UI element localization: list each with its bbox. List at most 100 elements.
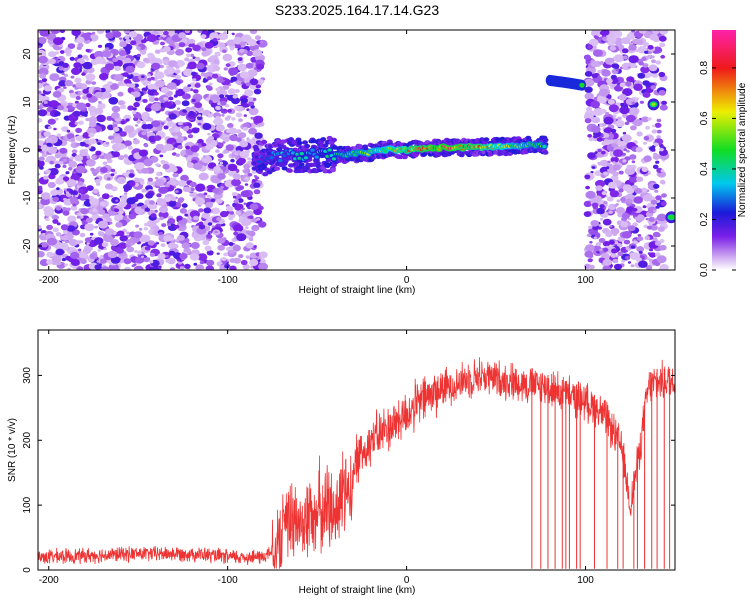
noise-blob — [89, 198, 99, 206]
noise-blob — [591, 166, 596, 169]
noise-blob — [596, 95, 607, 104]
noise-blob — [596, 207, 605, 215]
noise-blob — [150, 103, 162, 112]
noise-blob — [133, 265, 144, 270]
noise-blob — [177, 198, 184, 204]
noise-blob — [652, 231, 661, 238]
noise-blob — [225, 144, 234, 151]
noise-blob — [248, 101, 255, 106]
noise-blob — [95, 150, 102, 156]
x-tick-label: 100 — [577, 275, 594, 286]
noise-blob — [185, 47, 193, 53]
noise-blob — [38, 224, 42, 230]
noise-blob — [126, 197, 136, 205]
noise-blob — [597, 69, 603, 74]
noise-blob — [68, 160, 78, 168]
noise-blob — [637, 236, 644, 242]
noise-blob — [167, 223, 171, 227]
noise-blob — [96, 30, 105, 34]
noise-blob — [606, 196, 614, 202]
noise-blob — [60, 30, 65, 33]
noise-blob — [611, 84, 616, 88]
track-halo — [421, 152, 428, 157]
noise-blob — [119, 41, 127, 48]
noise-blob — [177, 180, 187, 187]
noise-blob — [45, 169, 51, 174]
noise-blob — [47, 126, 52, 130]
noise-blob — [133, 102, 140, 108]
noise-blob — [144, 246, 151, 251]
noise-blob — [55, 206, 62, 211]
noise-blob — [606, 35, 617, 44]
noise-blob — [98, 263, 102, 266]
noise-blob — [652, 46, 663, 54]
noise-blob — [48, 58, 56, 65]
noise-blob — [247, 157, 252, 161]
noise-blob — [114, 65, 121, 72]
noise-blob — [211, 207, 221, 215]
noise-blob — [98, 101, 102, 104]
noise-blob — [60, 224, 69, 231]
noise-blob — [142, 135, 148, 139]
noise-blob — [104, 63, 115, 71]
noise-blob — [229, 47, 234, 51]
noise-blob — [170, 196, 177, 202]
noise-blob — [198, 224, 206, 230]
noise-blob — [86, 127, 97, 135]
noise-blob — [642, 205, 647, 209]
noise-blob — [654, 240, 662, 246]
noise-blob — [610, 175, 619, 182]
noise-blob — [69, 92, 77, 99]
noise-blob — [645, 217, 649, 221]
noise-blob — [179, 253, 188, 260]
noise-blob — [182, 94, 189, 100]
noise-blob — [69, 197, 79, 204]
noise-blob — [253, 88, 262, 95]
noise-blob — [235, 129, 242, 134]
noise-blob — [231, 117, 236, 121]
noise-blob — [604, 127, 613, 134]
noise-blob — [658, 71, 666, 78]
noise-blob — [110, 168, 116, 173]
noise-blob — [202, 239, 210, 246]
spectrogram-noise — [38, 30, 670, 270]
x-tick-label: -100 — [218, 275, 238, 286]
noise-blob — [181, 203, 188, 208]
noise-blob — [601, 150, 606, 155]
noise-blob — [158, 186, 169, 194]
noise-blob — [129, 181, 136, 187]
track-core — [314, 155, 319, 159]
noise-blob — [588, 225, 593, 229]
noise-blob — [84, 223, 95, 232]
noise-blob — [245, 234, 251, 239]
noise-blob — [224, 104, 230, 108]
noise-blob — [608, 239, 615, 245]
noise-blob — [163, 235, 173, 242]
noise-blob — [188, 38, 196, 44]
noise-blob — [653, 142, 659, 147]
noise-blob — [613, 54, 625, 63]
x-tick-label: 0 — [404, 575, 410, 586]
noise-blob — [41, 192, 51, 200]
noise-blob — [201, 212, 211, 219]
noise-blob — [86, 185, 94, 192]
noise-blob — [258, 221, 267, 228]
noise-blob — [598, 88, 610, 97]
noise-blob — [52, 227, 59, 233]
noise-blob — [200, 34, 207, 39]
noise-blob — [651, 129, 658, 134]
noise-blob — [80, 208, 89, 215]
noise-blob — [38, 37, 47, 44]
noise-blob — [613, 263, 623, 270]
noise-blob — [56, 187, 60, 191]
noise-blob — [79, 232, 86, 238]
track-core — [303, 156, 309, 160]
noise-blob — [257, 79, 264, 85]
noise-blob — [599, 159, 609, 167]
noise-blob — [624, 81, 632, 87]
noise-blob — [68, 257, 74, 263]
noise-blob — [650, 85, 656, 90]
noise-blob — [622, 88, 633, 97]
noise-blob — [222, 141, 226, 144]
noise-blob — [584, 71, 593, 77]
